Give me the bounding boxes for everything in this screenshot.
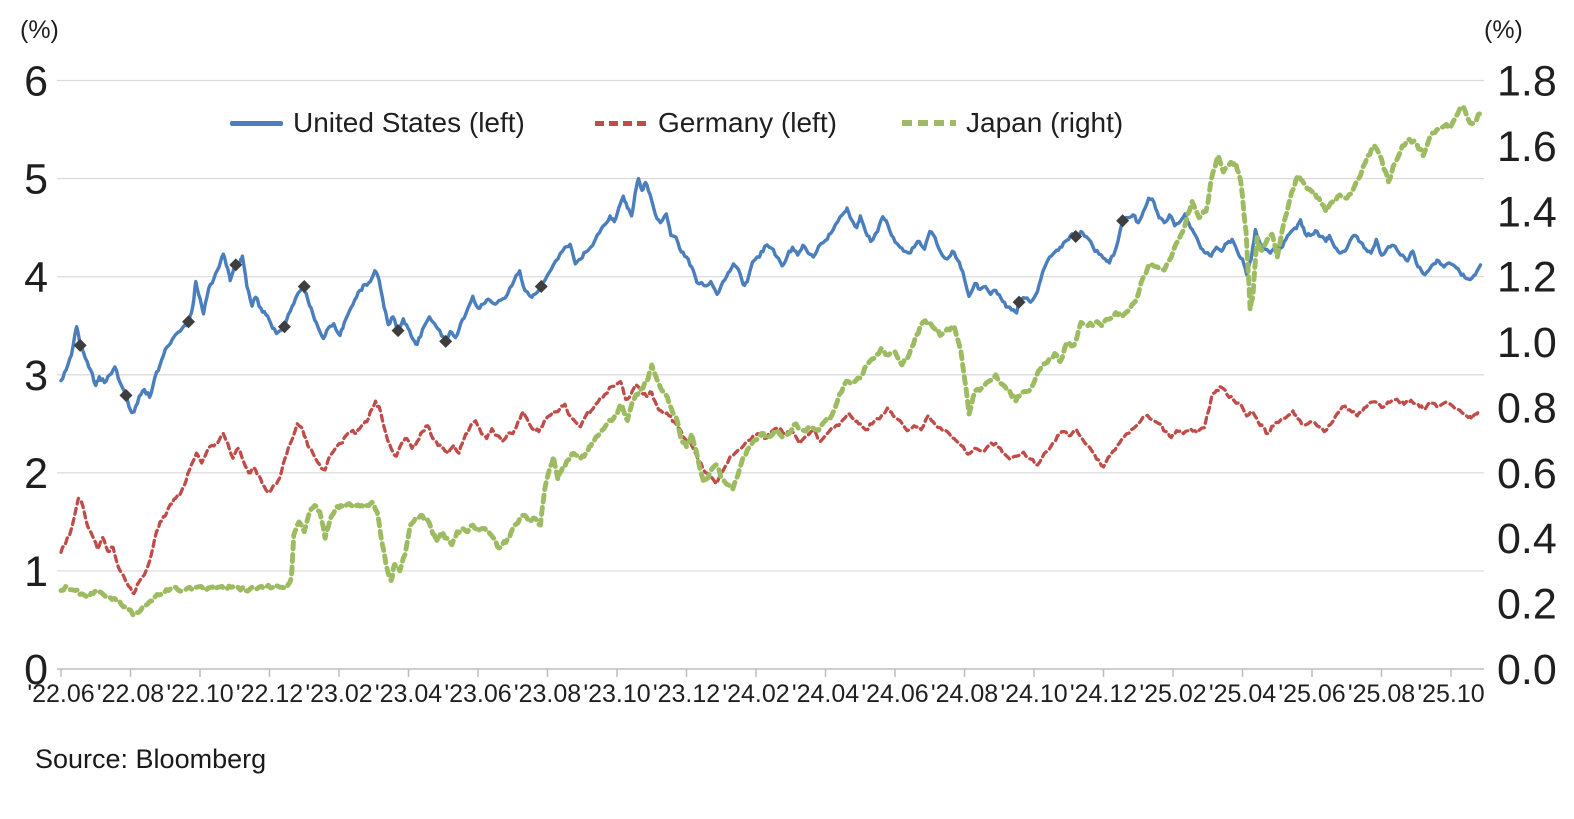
germany-line-swatch-icon [595,120,648,126]
source-note: Source: Bloomberg [35,744,267,774]
legend-label-japan: Japan (right) [966,107,1124,138]
legend-label-united-states: United States (left) [293,107,525,138]
svg-text:1: 1 [24,548,48,596]
svg-text:'22.10: '22.10 [166,680,233,708]
svg-text:'25.08: '25.08 [1348,680,1415,708]
svg-text:0.6: 0.6 [1497,450,1557,498]
svg-text:'24.04: '24.04 [792,680,859,708]
svg-text:0.2: 0.2 [1497,581,1557,629]
svg-text:0.0: 0.0 [1497,646,1557,694]
left-axis-unit-label: (%) [20,16,59,44]
svg-text:0: 0 [24,646,48,694]
svg-text:1.2: 1.2 [1497,254,1557,302]
svg-text:0.4: 0.4 [1497,515,1557,563]
svg-text:1.6: 1.6 [1497,123,1557,171]
svg-text:'22.06: '22.06 [27,680,94,708]
svg-text:1.8: 1.8 [1497,58,1557,106]
svg-text:'23.08: '23.08 [514,680,581,708]
svg-text:5: 5 [24,156,48,204]
svg-text:6: 6 [24,58,48,106]
svg-text:'25.06: '25.06 [1278,680,1345,708]
svg-text:'23.10: '23.10 [583,680,650,708]
svg-text:'25.10: '25.10 [1417,680,1484,708]
svg-text:'25.04: '25.04 [1209,680,1276,708]
svg-text:'22.12: '22.12 [236,680,303,708]
legend: United States (left) Germany (left) Japa… [0,104,1574,142]
svg-text:2: 2 [24,450,48,498]
svg-text:'23.02: '23.02 [305,680,372,708]
svg-text:'23.04: '23.04 [375,680,442,708]
legend-item-united-states: United States (left) [230,104,525,142]
svg-text:'22.08: '22.08 [97,680,164,708]
svg-text:'24.06: '24.06 [861,680,928,708]
us-line-swatch-icon [230,120,283,126]
svg-text:'25.02: '25.02 [1139,680,1206,708]
legend-item-japan: Japan (right) [902,104,1123,142]
right-axis-unit-label: (%) [1484,16,1523,44]
svg-text:3: 3 [24,352,48,400]
svg-text:'24.12: '24.12 [1070,680,1137,708]
svg-text:1.0: 1.0 [1497,319,1557,367]
svg-text:'23.12: '23.12 [653,680,720,708]
svg-text:'23.06: '23.06 [444,680,511,708]
svg-text:'24.10: '24.10 [1000,680,1067,708]
svg-text:0.8: 0.8 [1497,384,1557,432]
japan-line-swatch-icon [902,120,956,126]
svg-text:'24.08: '24.08 [931,680,998,708]
svg-text:4: 4 [24,254,48,302]
svg-text:1.4: 1.4 [1497,188,1557,236]
legend-item-germany: Germany (left) [595,104,837,142]
svg-text:'24.02: '24.02 [722,680,789,708]
legend-label-germany: Germany (left) [658,107,837,138]
